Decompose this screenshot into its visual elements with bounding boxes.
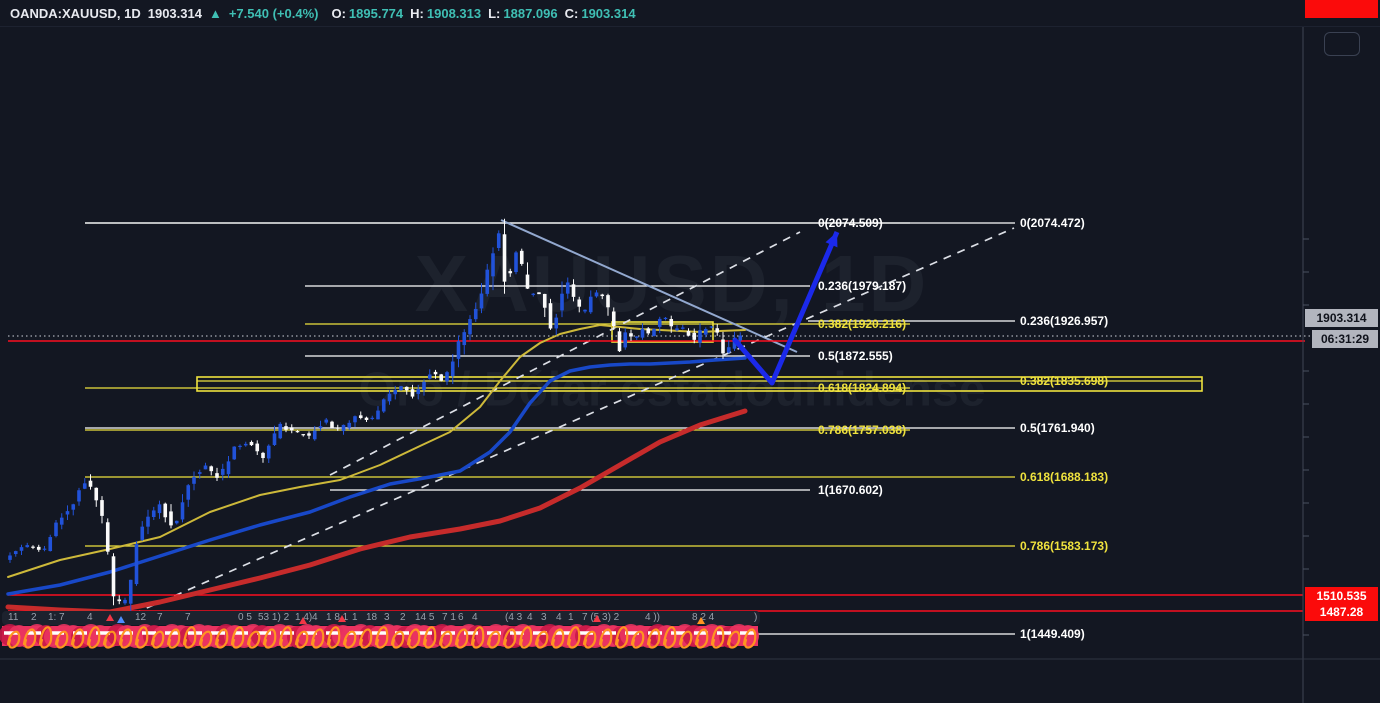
symbol-title[interactable]: OANDA:XAUUSD, 1D	[10, 6, 141, 21]
time-axis-date-label: 11	[8, 612, 19, 623]
time-axis-date-label: 7	[185, 612, 191, 623]
watermark-description: Oro / Dólar estadounidense	[358, 363, 986, 417]
fib-level-label[interactable]: 0.618(1688.183)	[1020, 470, 1109, 484]
projection-arrowhead	[825, 232, 838, 248]
time-axis-date-label: 4	[87, 612, 93, 623]
time-axis-date-label: 14 5	[415, 612, 435, 623]
event-marker-icon[interactable]	[299, 617, 307, 624]
descending-trendline[interactable]	[500, 219, 798, 353]
time-axis-date-label: 1:	[48, 612, 57, 623]
bar-countdown-axis-label: 06:31:29	[1312, 330, 1378, 348]
high-label: H:	[410, 6, 424, 21]
ascending-dashed-upper[interactable]	[329, 231, 801, 476]
symbol-ohlc-bar: OANDA:XAUUSD, 1D 1903.314 ▲ +7.540 (+0.4…	[0, 0, 1380, 27]
yellow-range-box[interactable]	[196, 376, 1203, 392]
time-axis-date-label: 3	[384, 612, 390, 623]
fib-level-label[interactable]: 0.786(1757.038)	[818, 423, 907, 437]
event-marker-icon[interactable]	[593, 615, 601, 622]
time-axis-date-label: 2	[31, 612, 37, 623]
high-value: 1908.313	[426, 6, 482, 21]
time-axis-strip[interactable]	[2, 611, 760, 625]
time-axis-date-label: 7	[59, 612, 65, 623]
time-axis-date-label: 7	[157, 612, 163, 623]
fib-level-label[interactable]: 0.382(1835.698)	[1020, 374, 1109, 388]
watermark-symbol: XAUUSD, 1D	[414, 239, 930, 328]
fib-level-label[interactable]: 0.236(1926.957)	[1020, 314, 1109, 328]
time-axis-date-label: 7 1	[442, 612, 456, 623]
candlestick-series	[8, 218, 743, 617]
time-axis-date-label: 4	[556, 612, 562, 623]
fib-level-label[interactable]: 0.382(1920.216)	[818, 317, 907, 331]
ma-mid-blue[interactable]	[6, 356, 747, 596]
low-value: 1887.096	[503, 6, 558, 21]
time-axis-date-label: 1	[352, 612, 358, 623]
close-value: 1903.314	[581, 6, 636, 21]
time-axis-date-label: 12	[135, 612, 147, 623]
price-change: +7.540 (+0.4%)	[228, 6, 319, 21]
event-marker-icon[interactable]	[106, 614, 114, 621]
low-label: L:	[488, 6, 501, 21]
time-axis-date-label: 2	[400, 612, 406, 623]
close-label: C:	[564, 6, 579, 21]
fib-level-label[interactable]: 0.236(1979.187)	[818, 279, 907, 293]
fib-level-label[interactable]: 0.786(1583.173)	[1020, 539, 1109, 553]
ascending-dashed-long[interactable]	[132, 227, 1015, 615]
alert-line-axis-label	[1305, 0, 1378, 18]
open-label: O:	[331, 6, 346, 21]
alert-price-axis-label: 1510.535	[1305, 587, 1378, 605]
time-axis-date-label: 4	[527, 612, 533, 623]
fib-level-label[interactable]: 0.5(1761.940)	[1020, 421, 1095, 435]
fib-level-label[interactable]: 0(2074.509)	[818, 216, 883, 230]
time-axis-date-label: )	[754, 612, 758, 623]
fib-level-label[interactable]: 1(1670.602)	[818, 483, 883, 497]
time-axis-date-label: 1	[568, 612, 574, 623]
highlighter-scribble[interactable]	[0, 624, 759, 649]
time-axis-date-label: 3	[541, 612, 547, 623]
fib-level-label[interactable]: 0(2074.472)	[1020, 216, 1085, 230]
last-price: 1903.314	[147, 6, 202, 21]
time-axis-date-label: 6	[458, 612, 464, 623]
time-axis-date-label: 53 1) 2	[258, 612, 290, 623]
time-axis-date-label: 4	[312, 612, 318, 623]
time-axis-date-label: 4 ))	[645, 612, 660, 623]
up-arrow-icon: ▲	[208, 6, 222, 21]
alert-price-axis-label: 1487.28	[1305, 603, 1378, 621]
time-axis-date-label: 0 5	[238, 612, 252, 623]
fib-level-label[interactable]: 0.618(1824.894)	[818, 381, 907, 395]
current-price-axis-label: 1903.314	[1305, 309, 1378, 327]
event-marker-icon[interactable]	[117, 616, 125, 623]
fib-level-label[interactable]: 0.5(1872.555)	[818, 349, 893, 363]
time-axis-date-label: (4 3	[505, 612, 523, 623]
event-marker-icon[interactable]	[697, 617, 705, 624]
projection-arrow[interactable]	[732, 231, 840, 386]
event-marker-icon[interactable]	[338, 615, 346, 622]
time-axis-date-label: 18	[366, 612, 378, 623]
ma-slow-red[interactable]	[5, 408, 748, 615]
collapsed-widget-button[interactable]	[1324, 32, 1360, 56]
open-value: 1895.774	[348, 6, 404, 21]
time-axis-date-label: 4	[472, 612, 478, 623]
time-axis-date-label: 1 8 1	[326, 612, 349, 623]
fib-level-label[interactable]: 1(1449.409)	[1020, 627, 1085, 641]
